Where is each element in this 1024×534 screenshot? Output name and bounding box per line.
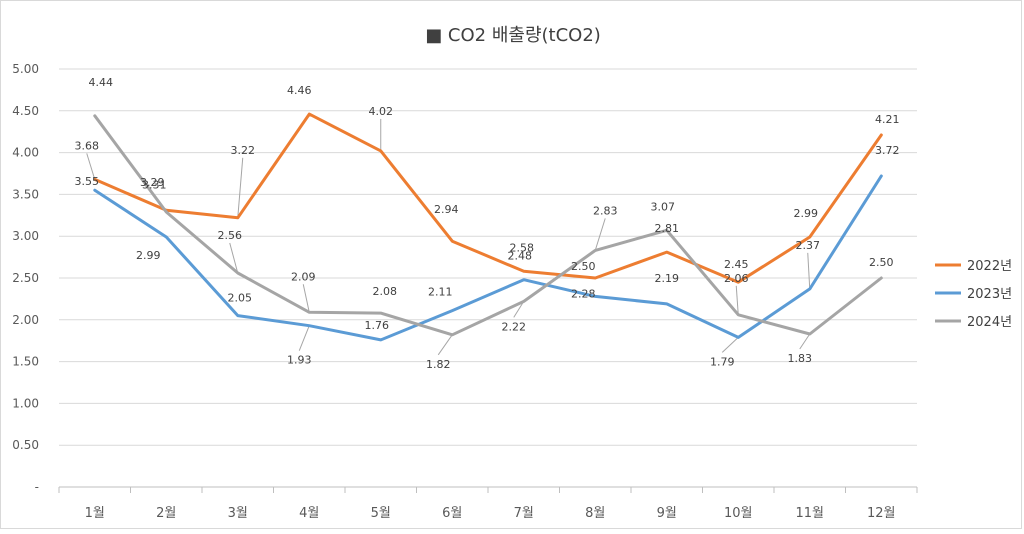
- leader-line: [298, 325, 310, 351]
- data-label: 4.02: [369, 105, 394, 118]
- leader-line: [594, 218, 606, 251]
- data-label: 2.11: [428, 286, 453, 299]
- data-label: 3.72: [875, 144, 900, 157]
- leader-line: [721, 336, 739, 353]
- y-tick-label: 2.00: [12, 313, 39, 327]
- data-label: 1.79: [710, 355, 735, 368]
- x-tick-label: 5월: [371, 506, 391, 521]
- legend-label: 2024년: [967, 315, 1012, 330]
- data-label: 2.45: [724, 258, 749, 271]
- chart-title: ■ CO2 배출량(tCO2): [425, 25, 601, 46]
- leader-line: [237, 157, 244, 218]
- y-tick-label: 4.50: [12, 104, 39, 118]
- x-tick-label: 2월: [156, 506, 176, 521]
- x-tick-label: 1월: [85, 506, 105, 521]
- x-tick-label: 6월: [442, 506, 462, 521]
- data-label: 2.19: [655, 272, 680, 285]
- x-tick-label: 8월: [585, 506, 605, 521]
- data-label: 2.48: [508, 250, 533, 263]
- series-line-2023년: [93, 174, 883, 342]
- data-label: 2.99: [136, 249, 161, 262]
- data-label: 2.99: [794, 207, 819, 220]
- label-leader-lines: [86, 118, 811, 356]
- data-label: 3.29: [140, 176, 165, 189]
- x-tick-label: 10월: [724, 506, 753, 521]
- x-tick-label: 7월: [514, 506, 534, 521]
- grid-lines: [59, 68, 917, 488]
- y-tick-label: 1.50: [12, 355, 39, 369]
- legend-label: 2022년: [967, 259, 1012, 274]
- legend: 2022년 2023년 2024년: [935, 259, 1012, 330]
- data-label: 4.21: [875, 113, 900, 126]
- y-axis: - 0.50 1.00 1.50 2.00 2.50 3.00 3.50 4.00 4.50 5.0…: [12, 62, 39, 494]
- leader-line: [229, 242, 239, 274]
- data-label: 2.22: [502, 320, 527, 333]
- data-label: 2.08: [373, 285, 398, 298]
- data-label: 2.81: [655, 222, 680, 235]
- leader-line: [437, 334, 453, 356]
- x-tick-label: 4월: [299, 506, 319, 521]
- data-label: 3.31: [142, 178, 167, 191]
- x-tick-label: 11월: [795, 506, 824, 521]
- data-label: 2.50: [869, 256, 894, 269]
- data-label: 2.94: [434, 203, 459, 216]
- data-label: 3.68: [75, 139, 100, 152]
- legend-label: 2023년: [967, 287, 1012, 302]
- y-tick-label: 1.00: [12, 396, 39, 410]
- data-label: 2.56: [218, 229, 243, 242]
- y-tick-label: 4.00: [12, 146, 39, 160]
- data-label: 2.09: [291, 270, 316, 283]
- x-axis: 1월 2월 3월 4월 5월 6월 7월 8월 9월 10월 11월 12월: [58, 487, 918, 521]
- data-label: 4.44: [89, 76, 114, 89]
- data-label: 2.83: [593, 204, 618, 217]
- data-label: 4.46: [287, 84, 312, 97]
- series-line-2022년: [93, 112, 883, 284]
- x-tick-label: 3월: [228, 506, 248, 521]
- data-label: 1.82: [426, 358, 451, 371]
- data-label: 2.28: [571, 287, 596, 300]
- y-tick-label: 0.50: [12, 438, 39, 452]
- data-label: 1.93: [287, 354, 312, 367]
- data-labels: 3.68 3.31 3.22 4.46 4.02 2.94 2.58 2.50 2.81 2.45…: [75, 76, 900, 371]
- data-label: 1.76: [365, 319, 390, 332]
- data-label: 3.07: [651, 200, 676, 213]
- y-tick-label: 3.00: [12, 229, 39, 243]
- leader-line: [799, 333, 811, 350]
- series-line-2024년: [93, 114, 883, 337]
- y-tick-label: -: [35, 480, 39, 494]
- data-label: 3.22: [231, 144, 256, 157]
- leader-line: [86, 153, 96, 180]
- data-label: 2.58: [510, 241, 535, 254]
- data-label: 3.55: [75, 175, 100, 188]
- data-label: 2.37: [796, 239, 821, 252]
- data-label: 2.50: [571, 260, 596, 273]
- x-tick-label: 12월: [867, 506, 896, 521]
- data-label: 2.06: [724, 272, 749, 285]
- leader-line: [735, 285, 739, 315]
- series-lines: [93, 112, 883, 342]
- x-tick-label: 9월: [657, 506, 677, 521]
- data-label: 2.05: [228, 292, 253, 305]
- y-tick-label: 3.50: [12, 187, 39, 201]
- y-tick-label: 5.00: [12, 62, 39, 76]
- data-label: 1.83: [788, 352, 813, 365]
- y-tick-label: 2.50: [12, 271, 39, 285]
- leader-line: [302, 284, 310, 313]
- leader-line: [513, 301, 525, 318]
- leader-line: [807, 252, 811, 289]
